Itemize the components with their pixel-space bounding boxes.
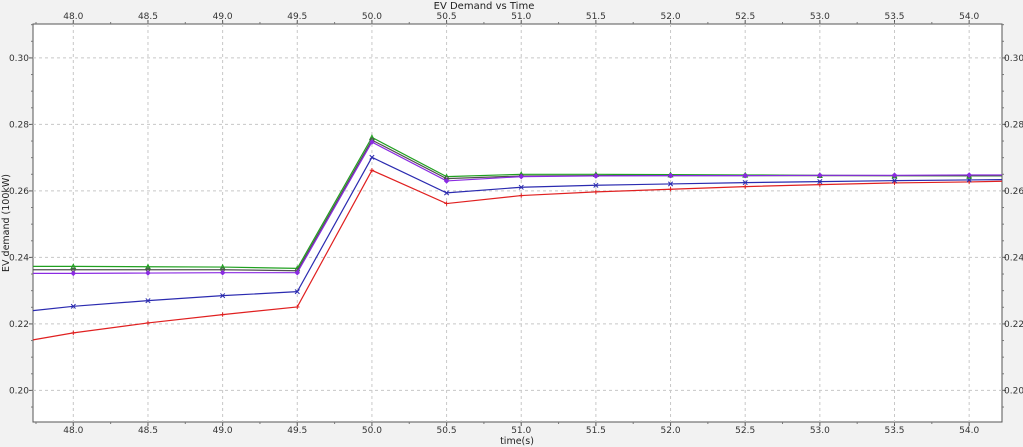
data-point — [742, 184, 748, 189]
x-tick-label-top: 50.5 — [437, 12, 457, 22]
data-point — [70, 263, 77, 270]
x-tick-label-top: 49.0 — [213, 12, 233, 22]
data-point — [817, 179, 823, 185]
x-tick-label-top: 52.0 — [661, 12, 681, 22]
y-tick-label-right: 0.28 — [1004, 120, 1023, 130]
x-tick-label: 51.5 — [586, 426, 606, 436]
y-tick-label: 0.30 — [9, 54, 29, 64]
x-tick-label: 48.5 — [138, 426, 158, 436]
y-tick-label-right: 0.30 — [1004, 54, 1023, 64]
series-1 — [32, 168, 1003, 341]
x-tick-label-top: 53.5 — [884, 12, 904, 22]
data-point — [817, 172, 823, 179]
data-point — [892, 180, 897, 186]
y-tick-label: 0.22 — [9, 320, 29, 330]
data-point — [219, 269, 226, 276]
data-point — [667, 172, 674, 179]
x-tick-label-top: 53.0 — [810, 12, 830, 22]
y-tick-label-right: 0.26 — [1004, 187, 1023, 197]
data-point — [220, 293, 226, 299]
data-point — [145, 320, 151, 326]
data-point — [145, 298, 151, 304]
x-tick-label-top: 48.5 — [138, 12, 158, 22]
y-tick-label: 0.26 — [9, 187, 29, 197]
data-point — [817, 182, 823, 187]
data-point — [668, 187, 673, 192]
y-tick-label-right: 0.24 — [1004, 253, 1023, 263]
x-tick-label: 49.5 — [287, 426, 307, 436]
data-point — [294, 269, 301, 276]
x-tick-label: 50.0 — [362, 426, 382, 436]
data-point — [443, 178, 450, 184]
chart-title: EV Demand vs Time — [434, 1, 535, 12]
x-tick-label-top: 51.5 — [586, 12, 606, 22]
y-tick-label: 0.28 — [9, 120, 29, 130]
x-axis-title: time(s) — [500, 436, 534, 447]
data-point — [519, 193, 524, 198]
data-point — [518, 184, 524, 190]
x-tick-label: 49.0 — [213, 426, 233, 436]
data-point — [369, 139, 375, 145]
data-point — [295, 304, 300, 310]
data-point — [369, 168, 375, 173]
data-point — [891, 178, 898, 184]
x-tick-label: 51.0 — [511, 426, 531, 436]
series-5 — [33, 139, 1002, 277]
plot-area — [32, 23, 1003, 423]
x-tick-label: 48.0 — [63, 426, 83, 436]
data-point — [593, 173, 599, 179]
data-point — [891, 172, 898, 179]
data-point — [145, 270, 151, 276]
y-axis-title: EV demand (100kW) — [1, 174, 12, 272]
data-point — [444, 201, 449, 206]
y-tick-label: 0.24 — [9, 253, 29, 263]
x-tick-label: 50.5 — [437, 426, 457, 436]
grid — [33, 24, 1002, 422]
y-tick-label: 0.20 — [9, 386, 29, 396]
data-point — [593, 189, 599, 195]
x-tick-label-top: 54.0 — [959, 12, 979, 22]
y-tick-label-right: 0.20 — [1004, 386, 1023, 396]
data-point — [966, 172, 972, 178]
x-tick-label-top: 48.0 — [63, 12, 83, 22]
axis-ticks: 48.0 48.0 48.5 48.5 49.0 49.0 49.5 49.5 50.0 50.0… — [9, 12, 1023, 436]
data-point — [70, 303, 76, 309]
data-point — [593, 182, 599, 188]
data-point — [71, 330, 76, 336]
y-tick-label-right: 0.22 — [1004, 320, 1023, 330]
x-tick-label: 54.0 — [959, 426, 979, 436]
data-point — [294, 289, 300, 295]
data-point — [70, 270, 77, 277]
x-tick-label: 53.5 — [884, 426, 904, 436]
data-point — [742, 172, 748, 179]
x-tick-label-top: 52.5 — [735, 12, 755, 22]
data-point — [667, 181, 674, 187]
data-point — [742, 180, 748, 186]
data-point — [144, 263, 151, 270]
x-tick-label: 52.0 — [661, 426, 681, 436]
data-point — [444, 190, 450, 196]
x-tick-label-top: 49.5 — [287, 12, 307, 22]
data-point — [369, 154, 375, 160]
x-tick-label-top: 51.0 — [511, 12, 531, 22]
x-tick-label-top: 50.0 — [362, 12, 382, 22]
x-tick-label: 52.5 — [735, 426, 755, 436]
data-point — [220, 312, 225, 317]
series-group — [32, 134, 1003, 341]
x-tick-label: 53.0 — [810, 426, 830, 436]
data-point — [518, 173, 524, 180]
